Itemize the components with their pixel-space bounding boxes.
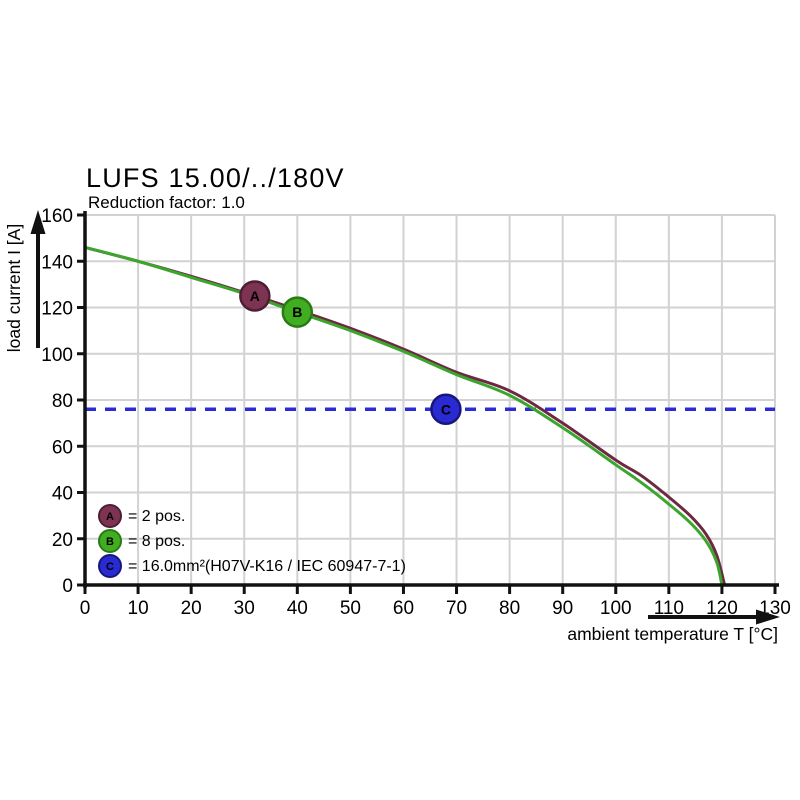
x-tick-label: 90 xyxy=(552,598,573,619)
x-tick-label: 20 xyxy=(181,598,202,619)
x-tick-label: 40 xyxy=(287,598,308,619)
x-tick-label: 30 xyxy=(234,598,255,619)
chart-title: LUFS 15.00/../180V xyxy=(86,163,345,193)
x-tick-label: 10 xyxy=(128,598,149,619)
legend-marker-c-letter: C xyxy=(106,561,114,573)
legend-marker-b-letter: B xyxy=(106,536,114,548)
y-tick-label: 100 xyxy=(41,345,73,366)
y-tick-label: 60 xyxy=(52,437,73,458)
grid-lines xyxy=(85,214,776,585)
marker-b-icon xyxy=(281,296,314,328)
legend-label-c: = 16.0mm²(H07V-K16 / IEC 60947-7-1) xyxy=(128,558,406,575)
x-tick-label: 50 xyxy=(340,598,361,619)
legend-marker-b-icon xyxy=(98,529,122,553)
legend-marker-a-icon xyxy=(98,504,122,528)
legend-label-b: = 8 pos. xyxy=(128,533,185,550)
y-tick-label: 140 xyxy=(41,252,73,273)
y-tick-label: 40 xyxy=(52,484,73,505)
x-tick-label: 0 xyxy=(80,598,91,619)
legend-item-c: C = 16.0mm²(H07V-K16 / IEC 60947-7-1) xyxy=(98,554,406,578)
curve-point-markers: A B C xyxy=(239,280,462,425)
legend-label-a: = 2 pos. xyxy=(128,508,185,525)
marker-a-letter: A xyxy=(250,288,260,304)
y-tick-label: 120 xyxy=(41,299,73,320)
x-tick-label: 70 xyxy=(446,598,467,619)
legend-item-a: A = 2 pos. xyxy=(98,504,185,528)
chart-subtitle: Reduction factor: 1.0 xyxy=(88,193,245,212)
legend-marker-c-icon xyxy=(98,554,122,578)
y-axis-arrow xyxy=(30,210,46,348)
x-axis-arrow xyxy=(648,609,780,625)
y-tick-label: 20 xyxy=(52,530,73,551)
marker-a-icon xyxy=(239,280,271,312)
y-tick-label: 80 xyxy=(52,391,73,412)
x-tick-label: 120 xyxy=(706,598,738,619)
legend: A = 2 pos. B = 8 pos. C = 16.0mm²(H07V-K… xyxy=(98,504,406,578)
x-tick-label: 60 xyxy=(393,598,414,619)
x-tick-label: 110 xyxy=(654,598,684,619)
legend-item-b: B = 8 pos. xyxy=(98,529,185,553)
x-axis-label: ambient temperature T [°C] xyxy=(567,624,778,644)
derating-curves xyxy=(84,245,727,586)
y-axis-label: load current I [A] xyxy=(4,224,24,352)
marker-b-letter: B xyxy=(292,304,302,320)
legend-marker-a-letter: A xyxy=(106,511,114,523)
x-tick-label: 100 xyxy=(600,598,632,619)
y-tick-label: 160 xyxy=(41,206,73,227)
marker-c-letter: C xyxy=(441,401,451,417)
x-arrowhead-icon xyxy=(756,609,780,625)
y-arrowhead-icon xyxy=(30,210,46,234)
curve-8-pos- xyxy=(84,245,724,586)
y-tick-label: 0 xyxy=(62,576,73,597)
x-tick-label: 80 xyxy=(499,598,520,619)
marker-c-icon xyxy=(430,393,462,425)
